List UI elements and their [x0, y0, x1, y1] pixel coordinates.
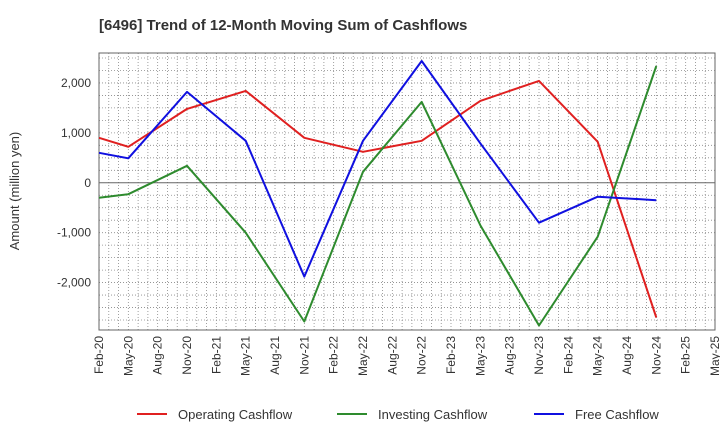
x-tick-label: Nov-21 [297, 336, 311, 375]
series-line-3 [98, 60, 657, 278]
y-axis-label: Amount (million yen) [7, 132, 22, 251]
x-tick-label: Feb-22 [327, 336, 341, 374]
x-tick-label: May-24 [591, 336, 605, 376]
legend-label-3: Free Cashflow [575, 407, 659, 422]
x-tick-label: May-21 [239, 336, 253, 376]
plot-frame [98, 52, 716, 331]
y-tick-label: 1,000 [61, 126, 91, 140]
y-tick-label: 2,000 [61, 76, 91, 90]
x-tick-label: Nov-24 [649, 336, 663, 375]
plot-area: 2,000 1,000 0 -1,000 -2,000 Feb-20 May-20 Aug-2… [57, 52, 720, 376]
x-tick-label: Nov-22 [415, 336, 429, 375]
series-line-2 [98, 65, 658, 327]
chart-title: [6496] Trend of 12-Month Moving Sum of C… [99, 17, 467, 34]
x-tick-label: May-23 [473, 336, 487, 376]
x-tick-label: Feb-21 [209, 336, 223, 374]
x-tick-label: Nov-20 [180, 336, 194, 375]
x-tick-label: Nov-23 [532, 336, 546, 375]
series-line-1 [98, 79, 658, 318]
y-tick-label: -1,000 [57, 226, 91, 240]
x-tick-label: Aug-22 [385, 336, 399, 375]
legend: Operating Cashflow Investing Cashflow Free… [137, 407, 659, 422]
x-tick-label: May-25 [708, 336, 720, 376]
x-tick-label: Feb-23 [444, 336, 458, 374]
x-tick-label: Feb-25 [679, 336, 693, 374]
x-tick-label: Aug-21 [268, 336, 282, 375]
legend-label-2: Investing Cashflow [378, 407, 488, 422]
x-tick-label: Aug-24 [620, 336, 634, 375]
x-tick-label: May-22 [356, 336, 370, 376]
x-tick-label: Feb-24 [561, 336, 575, 374]
x-tick-label: Aug-23 [503, 336, 517, 375]
y-tick-label: -2,000 [57, 276, 91, 290]
x-tick-label: Feb-20 [92, 336, 106, 374]
x-tick-label: Aug-20 [151, 336, 165, 375]
y-tick-label: 0 [84, 176, 91, 190]
legend-label-1: Operating Cashflow [178, 407, 293, 422]
x-tick-label: May-20 [121, 336, 135, 376]
